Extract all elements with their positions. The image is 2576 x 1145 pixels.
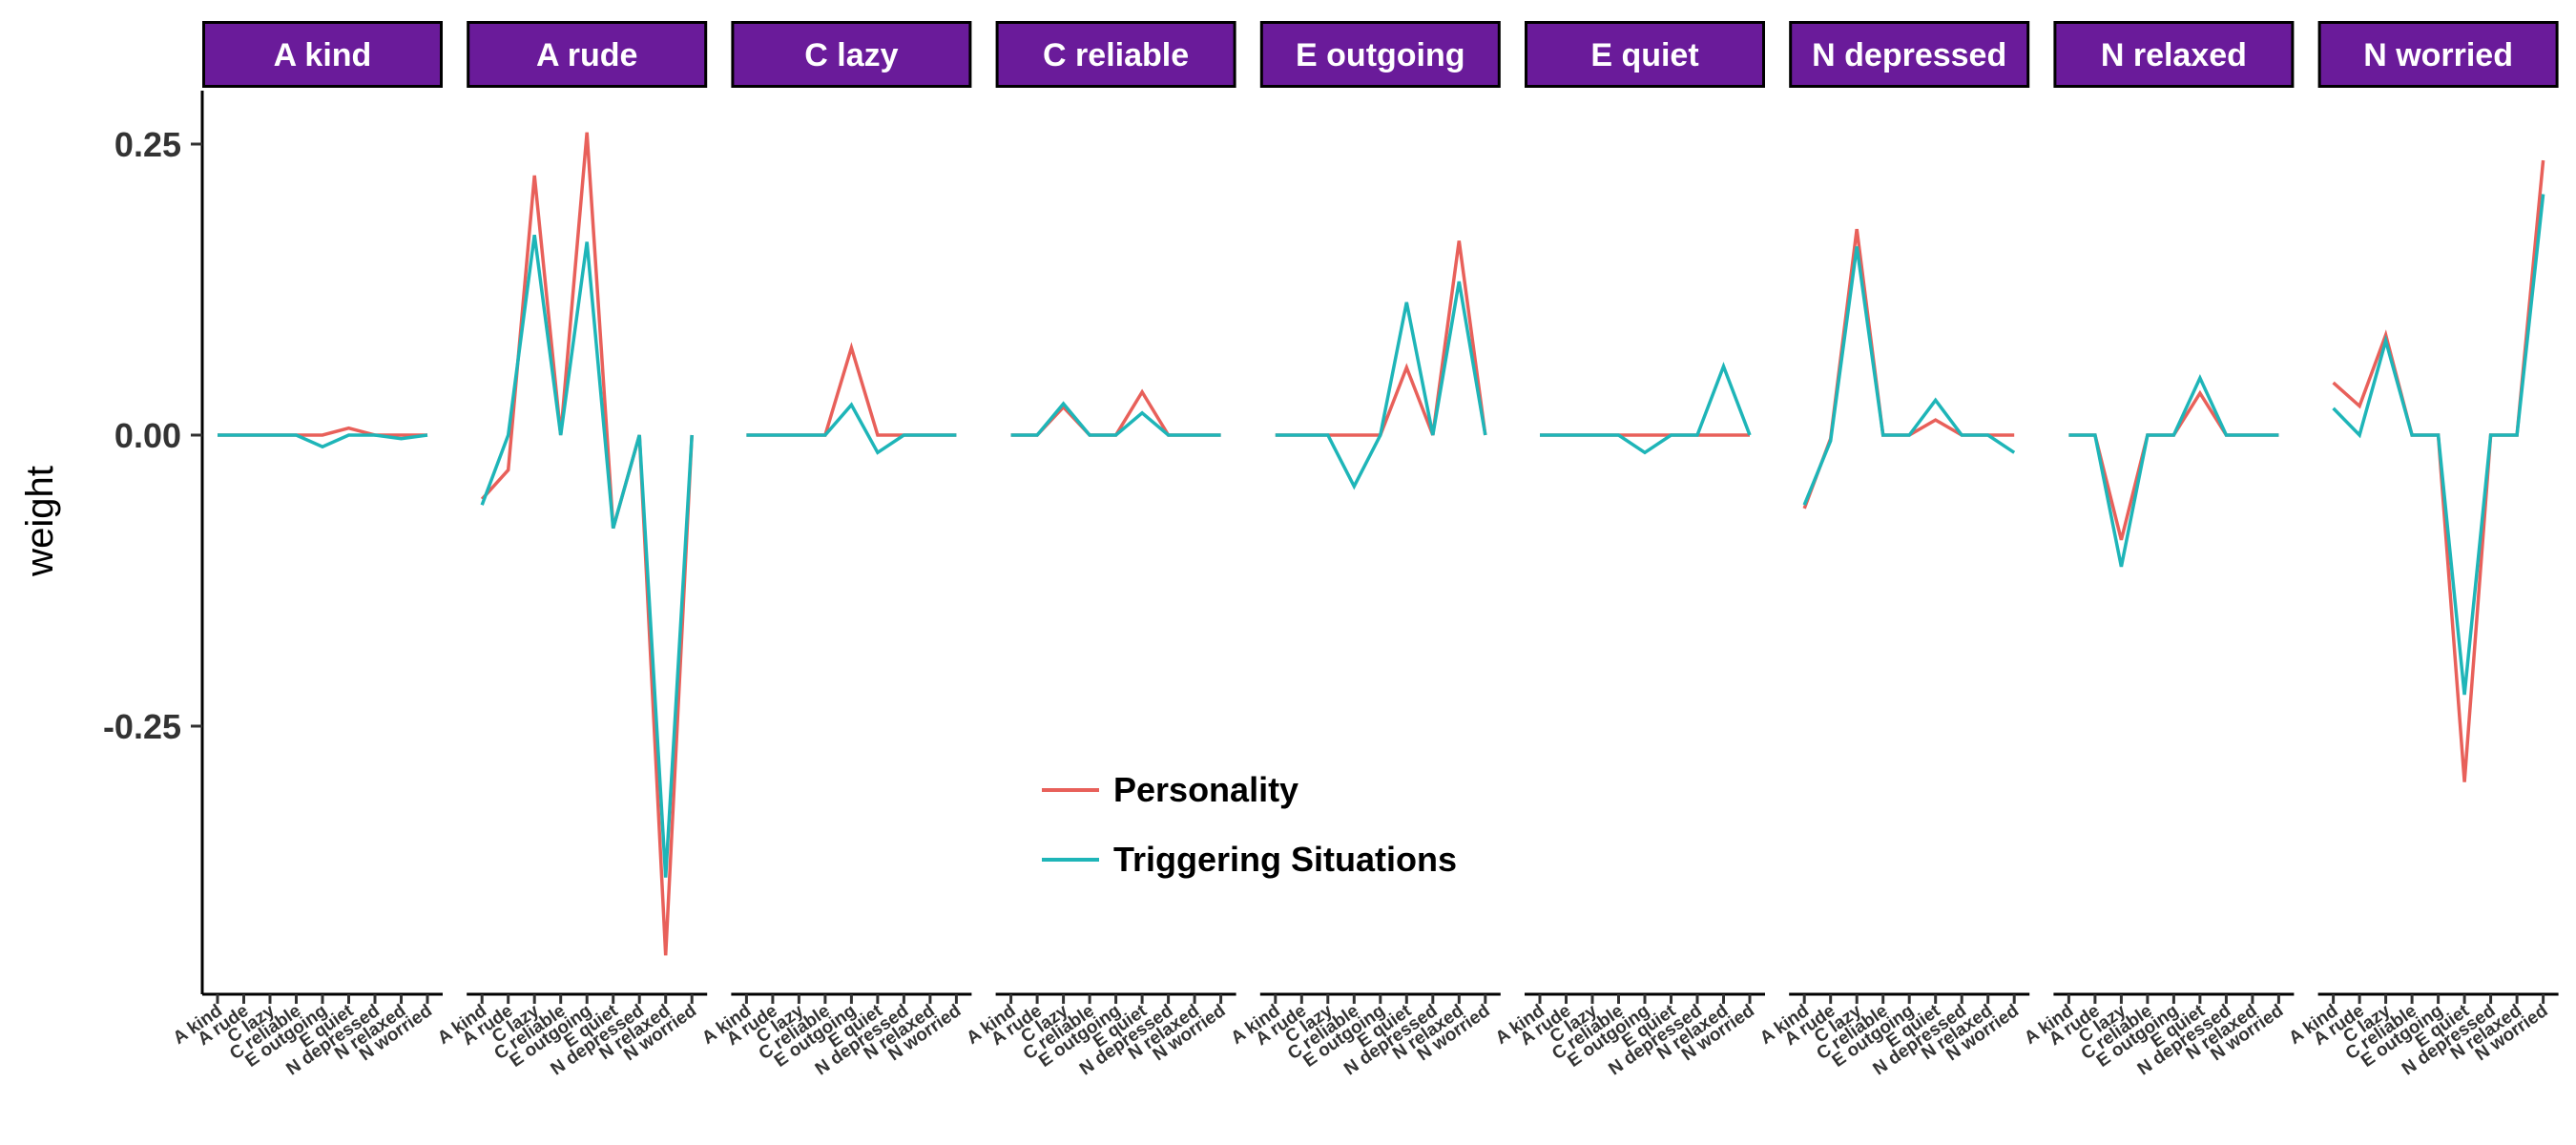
series-line-personality [1275, 240, 1487, 437]
panel-strip-n-relaxed: N relaxed [2053, 21, 2295, 88]
legend: Personality Triggering Situations [1042, 770, 1457, 879]
series-line-triggering-situations [2332, 194, 2545, 696]
strip-background [1789, 21, 2030, 88]
panel-strip-c-reliable: C reliable [995, 21, 1236, 88]
panel-strip-e-quiet: E quiet [1525, 21, 1765, 88]
y-axis-label: weight [19, 466, 61, 577]
strip-background [1525, 21, 1765, 88]
series-line-triggering-situations [746, 402, 957, 455]
series-line-triggering-situations [218, 433, 428, 449]
panel-strip-a-kind: A kind [202, 21, 443, 88]
legend-label-triggering-situations: Triggering Situations [1113, 840, 1457, 879]
strip-background [995, 21, 1236, 88]
y-tick-label: 0.00 [114, 416, 181, 455]
strip-background [202, 21, 443, 88]
series-line-personality [1802, 228, 2015, 510]
strip-title: E outgoing [1296, 37, 1465, 73]
y-axis: 0.25 0.00 -0.25 [103, 91, 204, 994]
panel-strip-n-depressed: N depressed [1789, 21, 2030, 88]
strip-title: A rude [536, 37, 637, 73]
series-line-triggering-situations [1540, 362, 1752, 455]
strip-title: N depressed [1812, 37, 2006, 73]
strip-title: C lazy [804, 37, 898, 73]
series-line-personality [2332, 159, 2545, 782]
strip-background [2053, 21, 2295, 88]
panel-strip-n-worried: N worried [2317, 21, 2559, 88]
y-tick-label: 0.25 [114, 125, 181, 164]
panel-strip-a-rude: A rude [467, 21, 708, 88]
strip-background [731, 21, 972, 88]
strip-title: A kind [274, 37, 372, 73]
panel-strip-c-lazy: C lazy [731, 21, 972, 88]
y-tick-label: -0.25 [103, 707, 181, 746]
strip-title: C reliable [1043, 37, 1189, 73]
strip-title: E quiet [1590, 37, 1698, 73]
strip-background [1259, 21, 1501, 88]
series-line-triggering-situations [1802, 246, 2016, 506]
strip-background [2317, 21, 2559, 88]
panel-strips: A kind A rude C lazy C reliable E outgoing E … [202, 21, 2559, 88]
series-line-triggering-situations [2068, 374, 2279, 568]
strip-title: N worried [2363, 37, 2513, 73]
series-line-triggering-situations [1010, 401, 1221, 437]
panel-strip-e-outgoing: E outgoing [1259, 21, 1501, 88]
series-line-triggering-situations [480, 234, 694, 878]
series-line-triggering-situations [1275, 281, 1487, 490]
strip-title: N relaxed [2101, 37, 2247, 73]
legend-label-personality: Personality [1113, 770, 1298, 809]
strip-background [467, 21, 708, 88]
series-line-personality [746, 342, 957, 437]
